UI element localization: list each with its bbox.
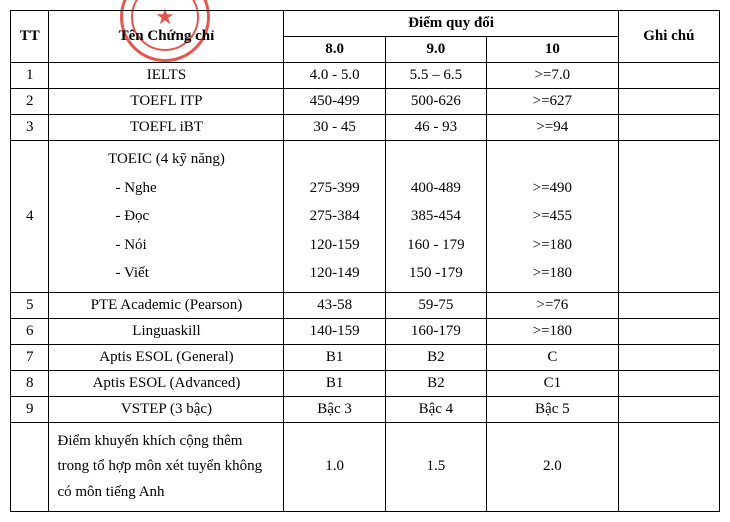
cell-name-toeic: TOEIC (4 kỹ năng) - Nghe - Đọc - Nói - V… <box>49 141 284 293</box>
val: >=180 <box>493 259 612 288</box>
cell-tt <box>11 422 49 512</box>
cell-s9: Bậc 4 <box>385 396 486 422</box>
table-row: 9 VSTEP (3 bậc) Bậc 3 Bậc 4 Bậc 5 <box>11 396 720 422</box>
cell-s9: 59-75 <box>385 292 486 318</box>
header-8: 8.0 <box>284 37 385 63</box>
cell-s10: 2.0 <box>487 422 619 512</box>
table-row: 6 Linguaskill 140-159 160-179 >=180 <box>11 318 720 344</box>
cell-bonus-name: Điểm khuyến khích cộng thêm trong tổ hợp… <box>49 422 284 512</box>
table-row-bonus: Điểm khuyến khích cộng thêm trong tổ hợp… <box>11 422 720 512</box>
cell-name: IELTS <box>49 63 284 89</box>
cell-s10: >=94 <box>487 115 619 141</box>
cell-s10: C1 <box>487 370 619 396</box>
val: 400-489 <box>392 174 480 203</box>
table-row-toeic: 4 TOEIC (4 kỹ năng) - Nghe - Đọc - Nói -… <box>11 141 720 293</box>
val: 275-399 <box>290 174 378 203</box>
cell-s8: 140-159 <box>284 318 385 344</box>
header-tt: TT <box>11 11 49 63</box>
cell-s9: 46 - 93 <box>385 115 486 141</box>
cell-name: VSTEP (3 bậc) <box>49 396 284 422</box>
cell-s8: 4.0 - 5.0 <box>284 63 385 89</box>
cell-s9: 1.5 <box>385 422 486 512</box>
cell-tt: 7 <box>11 344 49 370</box>
cell-name: Aptis ESOL (Advanced) <box>49 370 284 396</box>
cell-note <box>618 396 719 422</box>
cell-s10: >=627 <box>487 89 619 115</box>
cell-s10: >=180 <box>487 318 619 344</box>
cell-s10: >=7.0 <box>487 63 619 89</box>
toeic-skill-noi: - Nói <box>55 231 277 260</box>
table-row: 5 PTE Academic (Pearson) 43-58 59-75 >=7… <box>11 292 720 318</box>
cell-s8-toeic: 275-399 275-384 120-159 120-149 <box>284 141 385 293</box>
cell-tt: 1 <box>11 63 49 89</box>
cell-s10: Bậc 5 <box>487 396 619 422</box>
cell-note <box>618 115 719 141</box>
val: 275-384 <box>290 202 378 231</box>
toeic-skill-viet: - Viết <box>55 259 277 288</box>
header-10: 10 <box>487 37 619 63</box>
val: 160 - 179 <box>392 231 480 260</box>
toeic-skill-nghe: - Nghe <box>55 174 277 203</box>
cell-s9-toeic: 400-489 385-454 160 - 179 150 -179 <box>385 141 486 293</box>
cell-s9: 500-626 <box>385 89 486 115</box>
cell-name: PTE Academic (Pearson) <box>49 292 284 318</box>
cell-s10: >=76 <box>487 292 619 318</box>
cell-s10: C <box>487 344 619 370</box>
val: 385-454 <box>392 202 480 231</box>
val: 120-149 <box>290 259 378 288</box>
cell-s9: 160-179 <box>385 318 486 344</box>
val: >=455 <box>493 202 612 231</box>
cell-tt: 6 <box>11 318 49 344</box>
cell-tt: 9 <box>11 396 49 422</box>
cell-s8: 450-499 <box>284 89 385 115</box>
cell-note <box>618 318 719 344</box>
cell-s8: B1 <box>284 344 385 370</box>
table-row: 7 Aptis ESOL (General) B1 B2 C <box>11 344 720 370</box>
header-score-group: Điểm quy đổi <box>284 11 618 37</box>
cell-s8: Bậc 3 <box>284 396 385 422</box>
cell-name: Aptis ESOL (General) <box>49 344 284 370</box>
cell-s9: B2 <box>385 370 486 396</box>
cell-s8: 43-58 <box>284 292 385 318</box>
cell-s9: 5.5 – 6.5 <box>385 63 486 89</box>
cell-name: Linguaskill <box>49 318 284 344</box>
cell-tt: 4 <box>11 141 49 293</box>
cell-note <box>618 422 719 512</box>
cell-s8: B1 <box>284 370 385 396</box>
cell-note <box>618 370 719 396</box>
cell-s10-toeic: >=490 >=455 >=180 >=180 <box>487 141 619 293</box>
cell-note <box>618 344 719 370</box>
header-note: Ghi chú <box>618 11 719 63</box>
cell-note <box>618 292 719 318</box>
cell-tt: 5 <box>11 292 49 318</box>
cell-note <box>618 141 719 293</box>
table-row: 3 TOEFL iBT 30 - 45 46 - 93 >=94 <box>11 115 720 141</box>
conversion-table: TT Tên Chứng chỉ Điểm quy đổi Ghi chú 8.… <box>10 10 720 512</box>
header-name: Tên Chứng chỉ <box>49 11 284 63</box>
cell-s9: B2 <box>385 344 486 370</box>
val: 120-159 <box>290 231 378 260</box>
cell-note <box>618 63 719 89</box>
val: >=180 <box>493 231 612 260</box>
cell-tt: 2 <box>11 89 49 115</box>
cell-name: TOEFL iBT <box>49 115 284 141</box>
cell-s8: 1.0 <box>284 422 385 512</box>
cell-tt: 8 <box>11 370 49 396</box>
cell-s8: 30 - 45 <box>284 115 385 141</box>
cell-tt: 3 <box>11 115 49 141</box>
table-row: 8 Aptis ESOL (Advanced) B1 B2 C1 <box>11 370 720 396</box>
toeic-skill-doc: - Đọc <box>55 202 277 231</box>
cell-name: TOEFL ITP <box>49 89 284 115</box>
table-row: 1 IELTS 4.0 - 5.0 5.5 – 6.5 >=7.0 <box>11 63 720 89</box>
cell-note <box>618 89 719 115</box>
toeic-title: TOEIC (4 kỹ năng) <box>55 145 277 174</box>
table-row: 2 TOEFL ITP 450-499 500-626 >=627 <box>11 89 720 115</box>
header-9: 9.0 <box>385 37 486 63</box>
val: >=490 <box>493 174 612 203</box>
val: 150 -179 <box>392 259 480 288</box>
